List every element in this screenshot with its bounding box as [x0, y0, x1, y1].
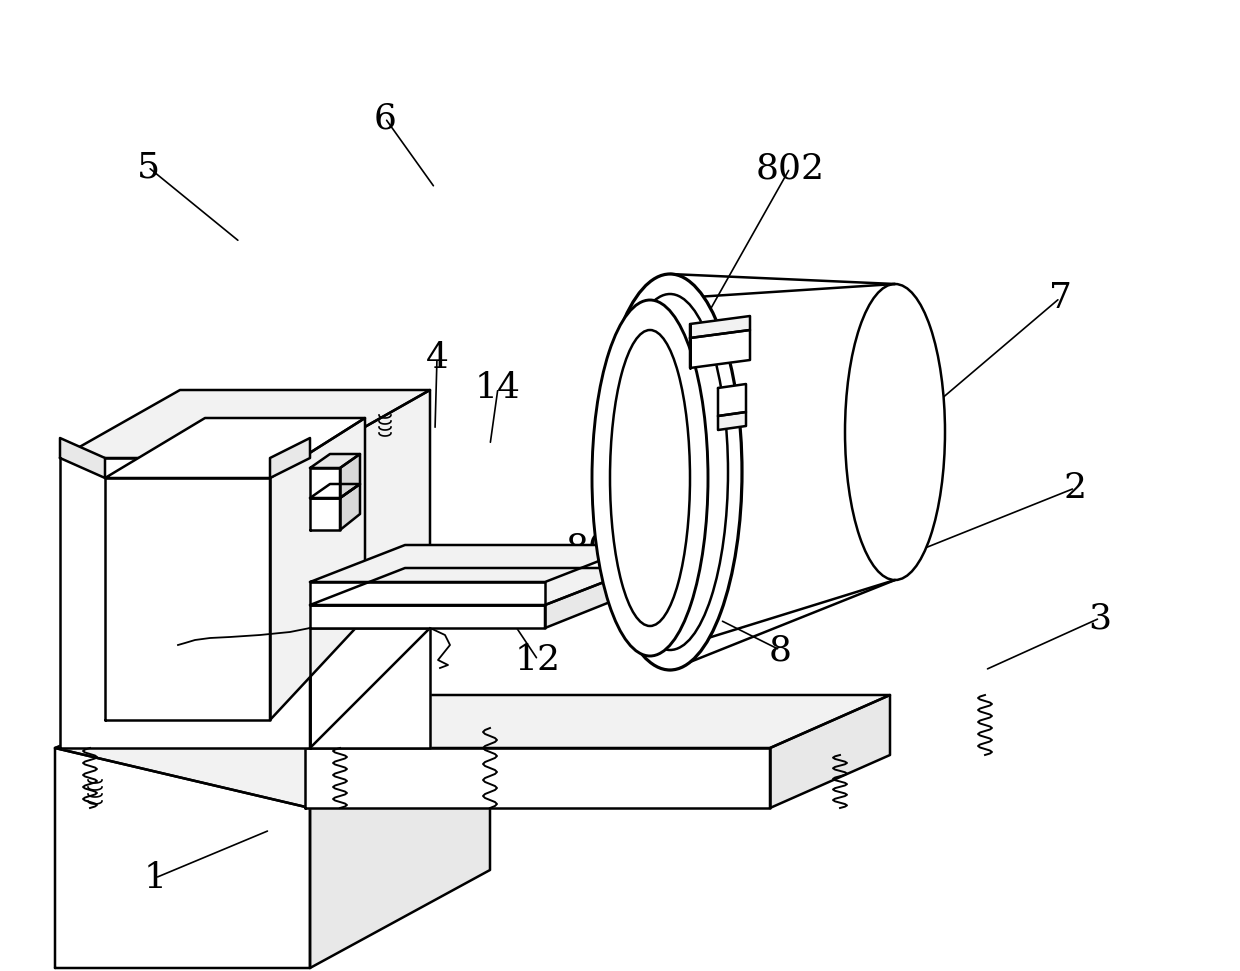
- Text: 7: 7: [1049, 281, 1071, 315]
- Polygon shape: [310, 454, 360, 468]
- Polygon shape: [718, 412, 746, 430]
- Polygon shape: [718, 384, 746, 416]
- Polygon shape: [60, 390, 430, 458]
- Text: 801: 801: [565, 531, 635, 565]
- Text: 3: 3: [1089, 601, 1111, 635]
- Ellipse shape: [613, 294, 728, 650]
- Polygon shape: [310, 628, 430, 748]
- Text: 4: 4: [425, 341, 449, 375]
- Ellipse shape: [844, 284, 945, 580]
- Text: 13: 13: [217, 671, 263, 705]
- Polygon shape: [546, 568, 640, 628]
- Polygon shape: [310, 484, 360, 498]
- Polygon shape: [270, 438, 310, 478]
- Polygon shape: [310, 568, 640, 605]
- Polygon shape: [689, 330, 750, 368]
- Polygon shape: [310, 618, 430, 628]
- Polygon shape: [310, 390, 430, 748]
- Polygon shape: [340, 454, 360, 498]
- Polygon shape: [689, 316, 750, 338]
- Polygon shape: [310, 582, 546, 605]
- Ellipse shape: [591, 300, 708, 656]
- Polygon shape: [310, 605, 546, 628]
- Polygon shape: [310, 728, 490, 968]
- Ellipse shape: [598, 274, 742, 670]
- Text: 12: 12: [515, 643, 560, 677]
- Polygon shape: [305, 748, 770, 808]
- Text: 5: 5: [136, 150, 160, 184]
- Polygon shape: [60, 458, 310, 748]
- Polygon shape: [270, 418, 365, 720]
- Text: 802: 802: [755, 151, 825, 185]
- Polygon shape: [310, 545, 640, 582]
- Polygon shape: [770, 695, 890, 808]
- Polygon shape: [340, 484, 360, 530]
- Text: 6: 6: [373, 101, 397, 135]
- Polygon shape: [305, 695, 890, 748]
- Text: 14: 14: [475, 371, 521, 405]
- Ellipse shape: [610, 330, 689, 626]
- Polygon shape: [55, 748, 310, 968]
- Polygon shape: [105, 418, 365, 478]
- Polygon shape: [310, 468, 340, 498]
- Text: 8: 8: [769, 633, 791, 667]
- Polygon shape: [55, 668, 490, 808]
- Polygon shape: [310, 498, 340, 530]
- Polygon shape: [105, 478, 270, 720]
- Text: 2: 2: [1064, 471, 1086, 505]
- Polygon shape: [60, 438, 105, 478]
- Text: 1: 1: [144, 861, 166, 895]
